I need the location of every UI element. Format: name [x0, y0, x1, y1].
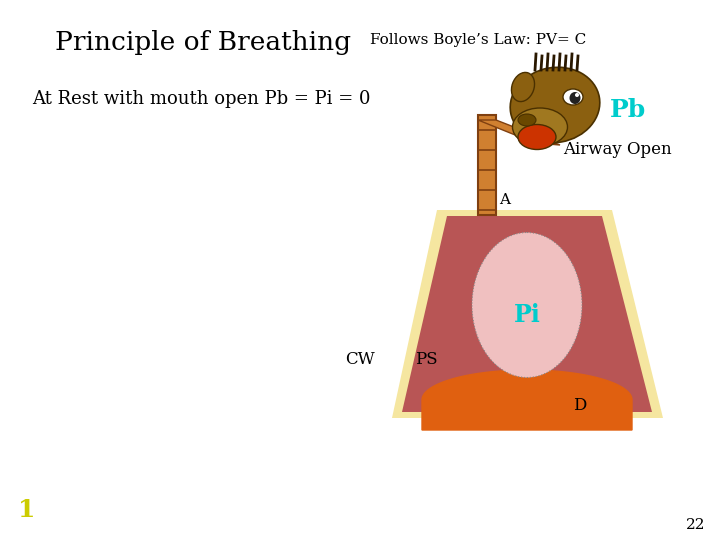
Ellipse shape: [570, 92, 580, 104]
Text: A: A: [499, 193, 510, 207]
Ellipse shape: [575, 93, 579, 97]
Text: 22: 22: [685, 518, 705, 532]
Polygon shape: [392, 210, 663, 418]
Ellipse shape: [518, 114, 536, 126]
Text: Follows Boyle’s Law: PV= C: Follows Boyle’s Law: PV= C: [370, 33, 586, 47]
Ellipse shape: [518, 125, 556, 150]
Text: 1: 1: [18, 498, 35, 522]
Polygon shape: [422, 370, 632, 430]
Ellipse shape: [510, 68, 600, 143]
Text: Principle of Breathing: Principle of Breathing: [55, 30, 351, 55]
Text: CW: CW: [346, 352, 375, 368]
Polygon shape: [478, 120, 560, 145]
Text: Pi: Pi: [513, 303, 541, 327]
Text: Pb: Pb: [610, 98, 647, 122]
Bar: [478, 115, 496, 215]
Ellipse shape: [563, 89, 583, 105]
Polygon shape: [402, 216, 652, 412]
Ellipse shape: [513, 108, 567, 146]
Text: PS: PS: [415, 352, 438, 368]
Text: D: D: [573, 396, 587, 414]
Ellipse shape: [511, 72, 534, 102]
Text: At Rest with mouth open Pb = Pi = 0: At Rest with mouth open Pb = Pi = 0: [32, 90, 371, 108]
Ellipse shape: [472, 233, 582, 377]
Text: Airway Open: Airway Open: [563, 141, 672, 159]
